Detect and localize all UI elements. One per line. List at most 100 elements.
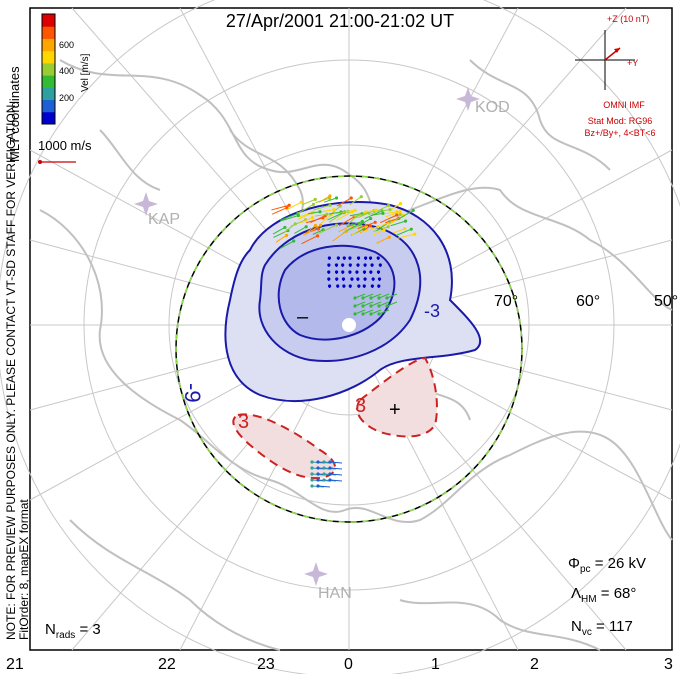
colorbar-tick-600: 600: [59, 40, 74, 50]
station-kod: KOD: [456, 87, 510, 116]
vector-line: [329, 461, 343, 464]
vector-origin: [386, 225, 390, 229]
vector-line: [356, 212, 370, 216]
scale-vector: 1000 m/s: [38, 138, 92, 164]
vector-line: [314, 213, 328, 217]
mlt-tick-23: 23: [257, 656, 275, 673]
vector-origin: [296, 213, 300, 218]
vector-line: [378, 309, 390, 315]
imf-source: OMNI IMF: [603, 100, 645, 110]
vector-line: [336, 211, 353, 221]
vector-origin: [327, 196, 332, 200]
vector-line: [328, 212, 344, 223]
station-star-icon: [304, 562, 328, 586]
vector-line: [294, 226, 307, 234]
vector-line: [318, 195, 331, 203]
vector-line: [357, 221, 376, 230]
nrads-symbol: N: [45, 621, 56, 638]
vector-origin: [321, 216, 325, 220]
phi-subscript: pc: [580, 564, 591, 575]
vector-line: [312, 229, 324, 235]
vector-line: [354, 309, 366, 315]
mlt-tick-labels: 21 22 23 0 1 2 3: [6, 656, 673, 673]
vector-line: [362, 293, 374, 299]
coastlines: [39, 59, 673, 651]
phi-symbol: Φ: [568, 555, 580, 572]
vector-line: [376, 236, 390, 244]
imf-conditions: Bz+/By+, 4<BT<6: [584, 128, 655, 138]
colorbar-swatch: [42, 38, 55, 52]
velocity-colorbar: 600 400 200 Vel [m/s]: [41, 13, 91, 125]
colorbar-swatch: [42, 111, 55, 125]
vector-line: [338, 224, 353, 233]
station-star-icon: [456, 87, 480, 111]
contour-pos-right: [356, 356, 438, 438]
vector-line: [378, 220, 394, 228]
vector-line: [306, 217, 324, 224]
vector-line: [297, 203, 314, 214]
imf-model: Stat Mod: RG96: [588, 116, 653, 126]
vector-line: [393, 228, 405, 234]
colorbar-swatch: [42, 87, 55, 101]
colorbar-tick-400: 400: [59, 66, 74, 76]
vector-line: [362, 309, 374, 315]
vector-line: [332, 230, 347, 242]
colorbar-swatch: [42, 99, 55, 113]
lat-label-60: 60°: [576, 293, 600, 310]
vector-line: [301, 235, 318, 245]
vector-origin: [328, 203, 332, 207]
stats-nvc: Nvc = 117: [571, 618, 633, 638]
phi-value: = 26 kV: [591, 555, 646, 572]
vector-line: [360, 226, 379, 233]
stats-lambda-hm: ΛHM = 68°: [571, 585, 636, 605]
svg-text:Φpc = 26 kV: Φpc = 26 kV: [568, 555, 646, 575]
imf-y-label: +Y: [627, 58, 638, 68]
lat-label-50: 50°: [654, 293, 678, 310]
vector-line: [370, 212, 384, 216]
vector-line: [300, 217, 313, 224]
vector-line: [280, 215, 299, 222]
lat-label-70: 70°: [494, 293, 518, 310]
vector-line: [320, 214, 332, 224]
vector-line: [275, 234, 287, 243]
station-label-han: HAN: [318, 585, 352, 602]
vector-line: [359, 218, 371, 226]
svg-text:Nrads = 3: Nrads = 3: [45, 621, 101, 641]
mlt-tick-0: 0: [344, 656, 353, 673]
station-han: HAN: [304, 562, 352, 602]
colorbar-swatch: [42, 62, 55, 76]
contour-neg-inner: [277, 244, 396, 341]
vector-line: [370, 293, 382, 299]
lambda-subscript: HM: [581, 594, 597, 605]
vector-line: [390, 220, 406, 227]
mlt-tick-3: 3: [664, 656, 673, 673]
vector-line: [373, 226, 389, 232]
colorbar-swatch: [42, 50, 55, 64]
vector-line: [336, 197, 352, 207]
vector-line: [351, 225, 367, 236]
colorbar-swatch: [42, 75, 55, 88]
map-title: 27/Apr/2001 21:00-21:02 UT: [226, 11, 454, 31]
lambda-symbol: Λ: [571, 585, 581, 602]
vector-line: [290, 219, 306, 227]
vector-line: [342, 224, 361, 234]
vector-line: [397, 233, 415, 239]
vector-line: [362, 301, 374, 307]
vector-line: [305, 224, 321, 235]
scale-vector-label: 1000 m/s: [38, 138, 92, 153]
contour-label-neg9: -9: [180, 383, 205, 403]
colorbar-label: Vel [m/s]: [80, 53, 91, 92]
vector-origin: [318, 210, 322, 214]
vector-line: [354, 301, 366, 307]
contour-label-neg3: -3: [424, 301, 440, 321]
imf-z-label: +Z (10 nT): [607, 14, 649, 24]
nrads-value: = 3: [75, 621, 100, 638]
station-star-icon: [134, 192, 158, 216]
vector-line: [271, 204, 290, 211]
mlt-tick-21: 21: [6, 656, 24, 673]
vector-origin: [367, 211, 371, 215]
vector-line: [387, 215, 404, 226]
vector-line: [346, 221, 363, 228]
imf-clock: +Z (10 nT) +Y OMNI IMF Stat Mod: RG96 Bz…: [575, 14, 656, 138]
